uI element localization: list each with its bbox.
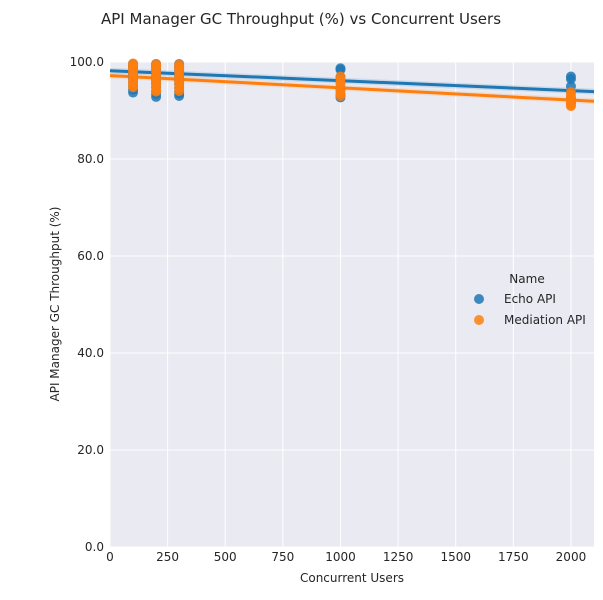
x-tick-label: 0 — [106, 550, 114, 564]
legend-marker-echo-api — [474, 294, 484, 304]
y-tick-label: 40.0 — [77, 346, 104, 360]
x-tick-label: 1000 — [325, 550, 356, 564]
data-points — [128, 58, 576, 112]
y-tick-label: 20.0 — [77, 443, 104, 457]
x-tick-label: 750 — [271, 550, 294, 564]
x-tick-label: 1500 — [440, 550, 471, 564]
x-tick-label: 1750 — [498, 550, 529, 564]
trend-line-echo-api — [109, 69, 595, 94]
trend-lines — [109, 69, 595, 103]
legend-label-mediation-api: Mediation API — [504, 313, 586, 327]
legend-item-echo-api: Echo API — [474, 292, 556, 306]
y-tick-label: 0.0 — [85, 540, 104, 554]
data-point-mediation-api — [335, 90, 346, 101]
x-tick-labels: 0 250 500 750 1000 1250 1500 1750 2000 — [106, 550, 586, 564]
y-tick-label: 80.0 — [77, 152, 104, 166]
y-tick-label: 100.0 — [70, 55, 104, 69]
x-tick-label: 2000 — [556, 550, 587, 564]
x-tick-label: 1250 — [383, 550, 414, 564]
chart-title: API Manager GC Throughput (%) vs Concurr… — [101, 10, 501, 28]
data-point-mediation-api — [174, 86, 185, 97]
legend-title: Name — [509, 272, 544, 286]
y-tick-labels: 0.0 20.0 40.0 60.0 80.0 100.0 — [70, 55, 104, 554]
x-tick-label: 500 — [214, 550, 237, 564]
x-axis-label: Concurrent Users — [300, 571, 404, 585]
legend-label-echo-api: Echo API — [504, 292, 556, 306]
data-point-mediation-api — [151, 86, 162, 97]
data-point-echo-api — [565, 73, 576, 84]
y-tick-label: 60.0 — [77, 249, 104, 263]
data-point-mediation-api — [565, 101, 576, 112]
legend-marker-mediation-api — [474, 315, 484, 325]
x-tick-label: 250 — [156, 550, 179, 564]
trend-line-mediation-api — [109, 74, 595, 103]
legend: Name Echo API Mediation API — [474, 272, 586, 327]
legend-item-mediation-api: Mediation API — [474, 313, 586, 327]
data-point-mediation-api — [128, 82, 139, 93]
y-axis-label: API Manager GC Throughput (%) — [48, 207, 62, 402]
grid-lines — [109, 61, 594, 548]
